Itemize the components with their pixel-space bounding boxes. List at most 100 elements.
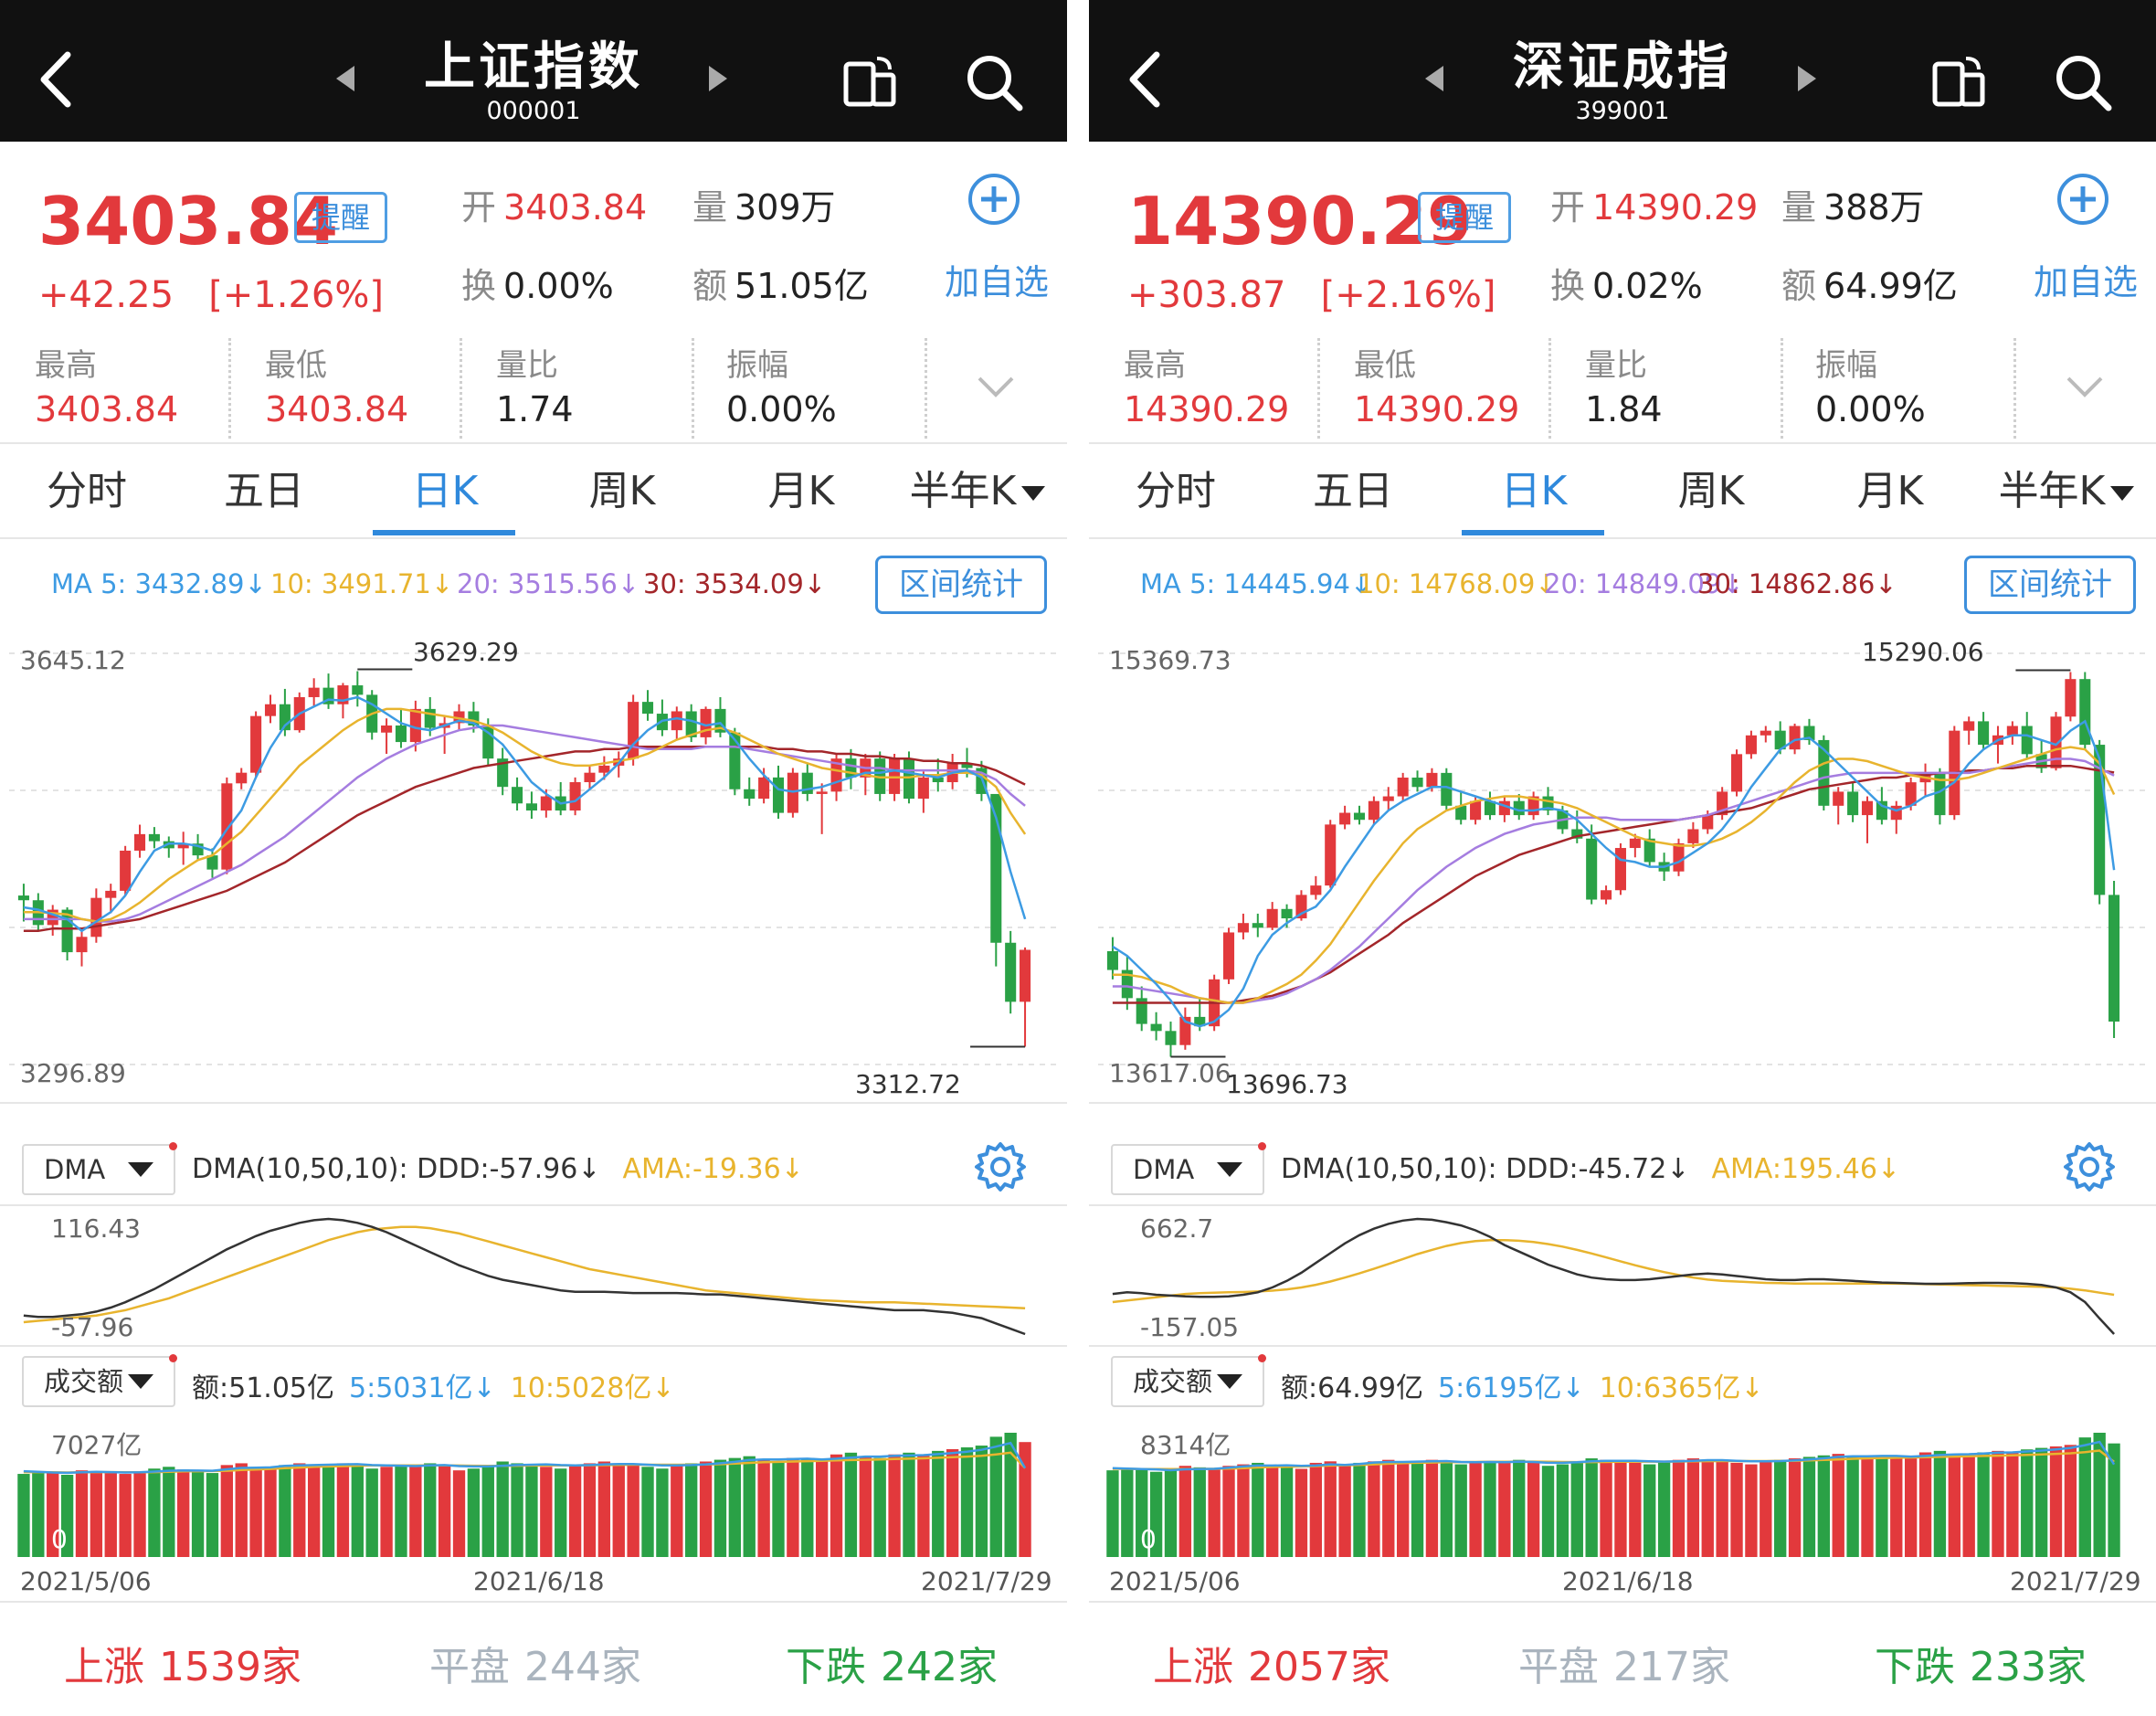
volume-bar: [1498, 1462, 1511, 1557]
back-arrow-icon[interactable]: [1120, 48, 1175, 111]
price-axis-top-label: 15369.73: [1109, 645, 1231, 675]
volume-axis-zero-label: 0: [1140, 1524, 1157, 1554]
settings-gear-icon[interactable]: [974, 1140, 1027, 1193]
volume-bar: [844, 1452, 858, 1557]
dma-indicator-chart[interactable]: [1089, 1206, 2156, 1343]
volume-bar: [336, 1463, 350, 1557]
open-price: 开 14390.29: [1550, 187, 1759, 228]
tab-five-day[interactable]: 五日: [1313, 468, 1393, 514]
new-dot-icon: [1258, 1354, 1266, 1362]
add-favorite-plus-icon[interactable]: [2056, 172, 2110, 227]
tab-minute[interactable]: 分时: [1136, 468, 1216, 514]
volume-indicator-select[interactable]: 成交额: [1111, 1354, 1266, 1407]
volume-bar: [1324, 1461, 1337, 1557]
indicator-select[interactable]: DMA: [1111, 1142, 1266, 1195]
index-title: 深证成指: [1513, 37, 1732, 97]
volume-bar: [395, 1465, 407, 1557]
price-change: +303.87 [+2.16%]: [1127, 274, 1495, 316]
volume-bar-chart[interactable]: [0, 1414, 1067, 1561]
date-start: 2021/5/06: [1109, 1566, 1241, 1596]
volume-bar: [90, 1471, 103, 1557]
stat-volume-ratio: 量比 1.74: [496, 347, 574, 429]
volume-bar: [1701, 1459, 1714, 1557]
tab-half-year-k[interactable]: 半年K: [1993, 444, 2140, 539]
volume-bar: [728, 1457, 742, 1557]
price-axis-bottom-label: 13617.06: [1109, 1058, 1231, 1088]
candle-body: [1571, 829, 1583, 839]
volume-bar: [307, 1465, 321, 1557]
stat-high: 最高 14390.29: [1124, 347, 1290, 429]
volume-bar: [1556, 1464, 1569, 1557]
volume-bar: [888, 1454, 901, 1557]
volume-bar: [1933, 1450, 1947, 1557]
interval-stats-button[interactable]: 区间统计: [1964, 556, 2136, 614]
add-favorite-plus-icon[interactable]: [967, 172, 1021, 227]
candle-body: [206, 855, 218, 870]
tab-daily-k[interactable]: 日K: [411, 468, 479, 514]
dma-indicator-chart[interactable]: [0, 1206, 1067, 1343]
volume-bar: [903, 1452, 915, 1557]
date-mid: 2021/6/18: [473, 1566, 605, 1596]
tab-monthly-k[interactable]: 月K: [767, 468, 835, 514]
search-icon[interactable]: [965, 53, 1023, 111]
indicator-select[interactable]: DMA: [22, 1142, 177, 1195]
candle-body: [1325, 824, 1337, 886]
interval-stats-button[interactable]: 区间统计: [875, 556, 1047, 614]
volume-bar: [496, 1461, 509, 1557]
tab-daily-k[interactable]: 日K: [1500, 468, 1568, 514]
add-favorite-button[interactable]: 加自选: [2034, 262, 2139, 302]
settings-gear-icon[interactable]: [2063, 1140, 2116, 1193]
back-arrow-icon[interactable]: [31, 48, 86, 111]
candle-body: [2065, 679, 2077, 717]
volume-bar: [1686, 1458, 1700, 1557]
landscape-rotate-icon[interactable]: [842, 55, 899, 108]
candle-body: [1397, 778, 1409, 797]
candle-body: [1760, 730, 1771, 736]
divider-line: [1089, 1102, 2156, 1104]
tab-weekly-k[interactable]: 周K: [1677, 468, 1745, 514]
chevron-down-icon[interactable]: [2065, 373, 2105, 400]
volume-indicator-select[interactable]: 成交额: [22, 1354, 177, 1407]
volume-value: 量 309万: [692, 187, 836, 228]
candlestick-chart[interactable]: [0, 626, 1067, 1101]
stat-separator: [1317, 338, 1320, 439]
stat-separator: [228, 338, 231, 439]
ama-line: [23, 1225, 1026, 1324]
candle-body: [1876, 800, 1887, 821]
ma20-line: [1112, 757, 2115, 1004]
decliners-count: 下跌 242家: [786, 1644, 998, 1690]
chevron-down-icon[interactable]: [976, 373, 1016, 400]
volume-bar: [1600, 1459, 1612, 1557]
current-price: 14390.29: [1127, 183, 1474, 260]
add-favorite-button[interactable]: 加自选: [945, 262, 1050, 302]
divider-line: [0, 1204, 1067, 1206]
tab-minute[interactable]: 分时: [47, 468, 127, 514]
ma5-line: [23, 695, 1027, 933]
candlestick-chart[interactable]: [1089, 626, 2156, 1101]
next-index-icon[interactable]: [1798, 66, 1816, 91]
search-icon[interactable]: [2054, 53, 2112, 111]
tab-half-year-k[interactable]: 半年K: [904, 444, 1051, 539]
previous-index-icon[interactable]: [336, 66, 354, 91]
landscape-rotate-icon[interactable]: [1931, 55, 1988, 108]
volume-ma5-line: [1112, 1440, 2116, 1472]
volume-bar-chart[interactable]: [1089, 1414, 2156, 1561]
candle-body: [1643, 838, 1655, 863]
next-index-icon[interactable]: [709, 66, 727, 91]
remind-button[interactable]: 提醒: [1418, 192, 1512, 243]
candle-body: [497, 758, 509, 788]
volume-bar: [467, 1468, 481, 1557]
previous-index-icon[interactable]: [1425, 66, 1443, 91]
tab-monthly-k[interactable]: 月K: [1856, 468, 1924, 514]
candle-body: [236, 772, 248, 784]
candle-body: [148, 833, 160, 842]
volume-bar: [1861, 1458, 1874, 1557]
stats-row: 最高 14390.29 最低 14390.29 量比 1.84 振幅 0.00%: [1089, 329, 2156, 439]
tab-weekly-k[interactable]: 周K: [588, 468, 656, 514]
tab-five-day[interactable]: 五日: [224, 468, 304, 514]
remind-button[interactable]: 提醒: [294, 192, 388, 243]
divider-line: [0, 1102, 1067, 1104]
volume-bar: [1004, 1433, 1017, 1557]
new-dot-icon: [1258, 1142, 1266, 1150]
volume-bar: [1802, 1456, 1816, 1557]
